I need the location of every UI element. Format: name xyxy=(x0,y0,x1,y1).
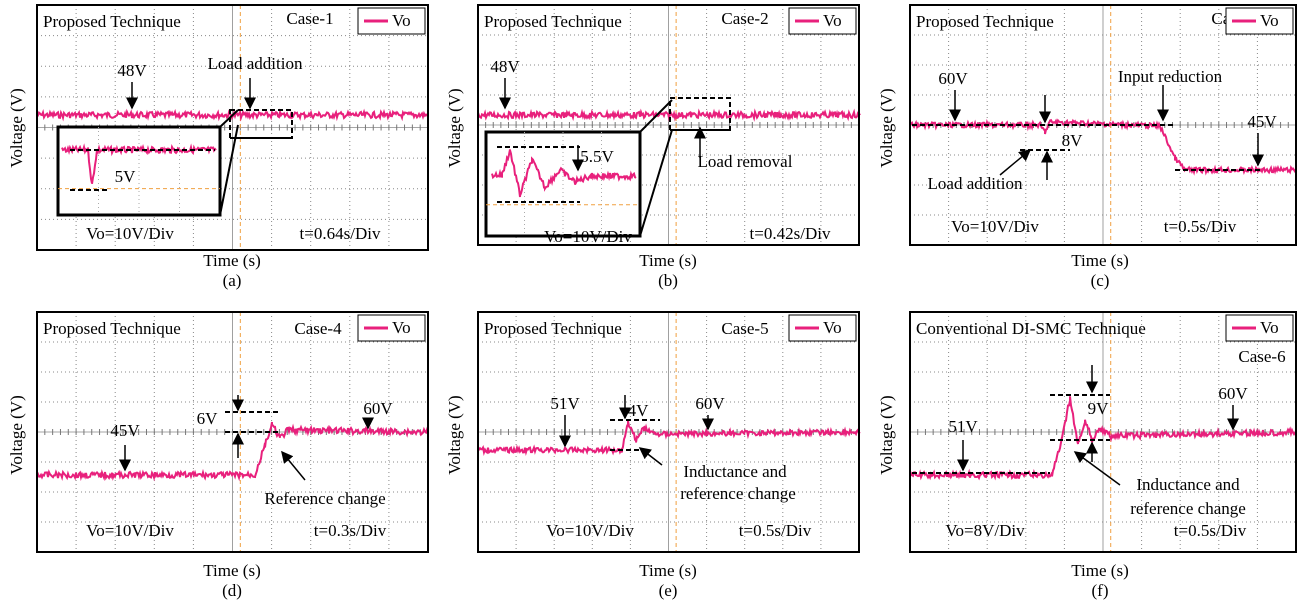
legend-label: Vo xyxy=(1260,318,1279,337)
case-label: Case-5 xyxy=(721,319,768,338)
annotation: 48V xyxy=(117,61,147,80)
case-label: Case-1 xyxy=(286,9,333,28)
vertical-scale: Vo=10V/Div xyxy=(546,521,634,540)
case-label: Case-6 xyxy=(1238,347,1285,366)
vertical-scale: Vo=10V/Div xyxy=(86,224,174,243)
annotation: 60V xyxy=(363,399,393,418)
annotation: 45V xyxy=(110,421,140,440)
annotation: Inductance and xyxy=(1136,475,1240,494)
annotation: Input reduction xyxy=(1118,67,1223,86)
y-axis-label: Voltage (V) xyxy=(877,395,896,474)
annotation: Load addition xyxy=(208,54,303,73)
annotation: Load addition xyxy=(928,174,1023,193)
x-axis-label: Time (s) xyxy=(639,251,696,270)
annotation: 48V xyxy=(490,57,520,76)
y-axis-label: Voltage (V) xyxy=(7,88,26,167)
annotation: Load removal xyxy=(698,152,793,171)
legend-label: Vo xyxy=(823,318,842,337)
vertical-scale: Vo=10V/Div xyxy=(951,217,1039,236)
legend-label: Vo xyxy=(823,11,842,30)
annotation: Inductance and xyxy=(683,462,787,481)
y-axis-label: Voltage (V) xyxy=(445,395,464,474)
time-scale: t=0.3s/Div xyxy=(314,521,387,540)
annotation: 4V xyxy=(628,401,650,420)
y-axis-label: Voltage (V) xyxy=(877,88,896,167)
panel-title: Proposed Technique xyxy=(43,319,181,338)
annotation: 51V xyxy=(550,394,580,413)
panel: Conventional DI-SMC Technique Case-6 Vo 51V… xyxy=(877,312,1296,600)
y-axis-label: Voltage (V) xyxy=(7,395,26,474)
x-axis-label: Time (s) xyxy=(203,561,260,580)
panel: Proposed Technique Case-5 Vo 51V 4V 60V Induct… xyxy=(445,312,860,600)
annotation: Reference change xyxy=(264,489,385,508)
x-axis-label: Time (s) xyxy=(639,561,696,580)
panel-title: Conventional DI-SMC Technique xyxy=(916,319,1146,338)
annotation: reference change xyxy=(1130,499,1246,518)
annotation: 6V xyxy=(197,409,219,428)
panel: Proposed Technique Case-2 Vo 48V Load remova… xyxy=(445,5,860,290)
legend-label: Vo xyxy=(392,11,411,30)
time-scale: t=0.64s/Div xyxy=(300,224,381,243)
annotation: 51V xyxy=(948,417,978,436)
figure: Proposed Technique Case-1 Vo 48V Load additi… xyxy=(0,0,1304,609)
annotation: 8V xyxy=(1062,131,1084,150)
annotation: 5V xyxy=(115,167,137,186)
annotation: 5.5V xyxy=(580,147,614,166)
caption: (b) xyxy=(658,271,678,290)
annotation: 9V xyxy=(1088,399,1110,418)
panel-title: Proposed Technique xyxy=(484,12,622,31)
panel-title: Proposed Technique xyxy=(484,319,622,338)
caption: (d) xyxy=(222,581,242,600)
legend-label: Vo xyxy=(392,318,411,337)
caption: (c) xyxy=(1091,271,1110,290)
x-axis-label: Time (s) xyxy=(203,251,260,270)
caption: (a) xyxy=(223,271,242,290)
vertical-scale: Vo=10V/Div xyxy=(86,521,174,540)
annotation: 60V xyxy=(1218,384,1248,403)
panel: Proposed Technique Case-1 Vo 48V Load additi… xyxy=(7,5,428,290)
legend-label: Vo xyxy=(1260,11,1279,30)
time-scale: t=0.5s/Div xyxy=(1164,217,1237,236)
x-axis-label: Time (s) xyxy=(1071,251,1128,270)
case-label: Case-4 xyxy=(294,319,342,338)
annotation: reference change xyxy=(680,484,796,503)
annotation: 60V xyxy=(938,69,968,88)
x-axis-label: Time (s) xyxy=(1071,561,1128,580)
vertical-scale: Vo=10V/Div xyxy=(544,227,632,246)
caption: (f) xyxy=(1092,581,1109,600)
time-scale: t=0.42s/Div xyxy=(750,224,831,243)
y-axis-label: Voltage (V) xyxy=(445,88,464,167)
panel-title: Proposed Technique xyxy=(916,12,1054,31)
panel: Proposed Technique Case-4 Vo 45V 6V 60V Refere… xyxy=(7,312,428,600)
time-scale: t=0.5s/Div xyxy=(739,521,812,540)
panel-title: Proposed Technique xyxy=(43,12,181,31)
vertical-scale: Vo=8V/Div xyxy=(945,521,1025,540)
case-label: Case-2 xyxy=(721,9,768,28)
annotation: 45V xyxy=(1247,112,1277,131)
caption: (e) xyxy=(659,581,678,600)
annotation: 60V xyxy=(695,394,725,413)
time-scale: t=0.5s/Div xyxy=(1174,521,1247,540)
